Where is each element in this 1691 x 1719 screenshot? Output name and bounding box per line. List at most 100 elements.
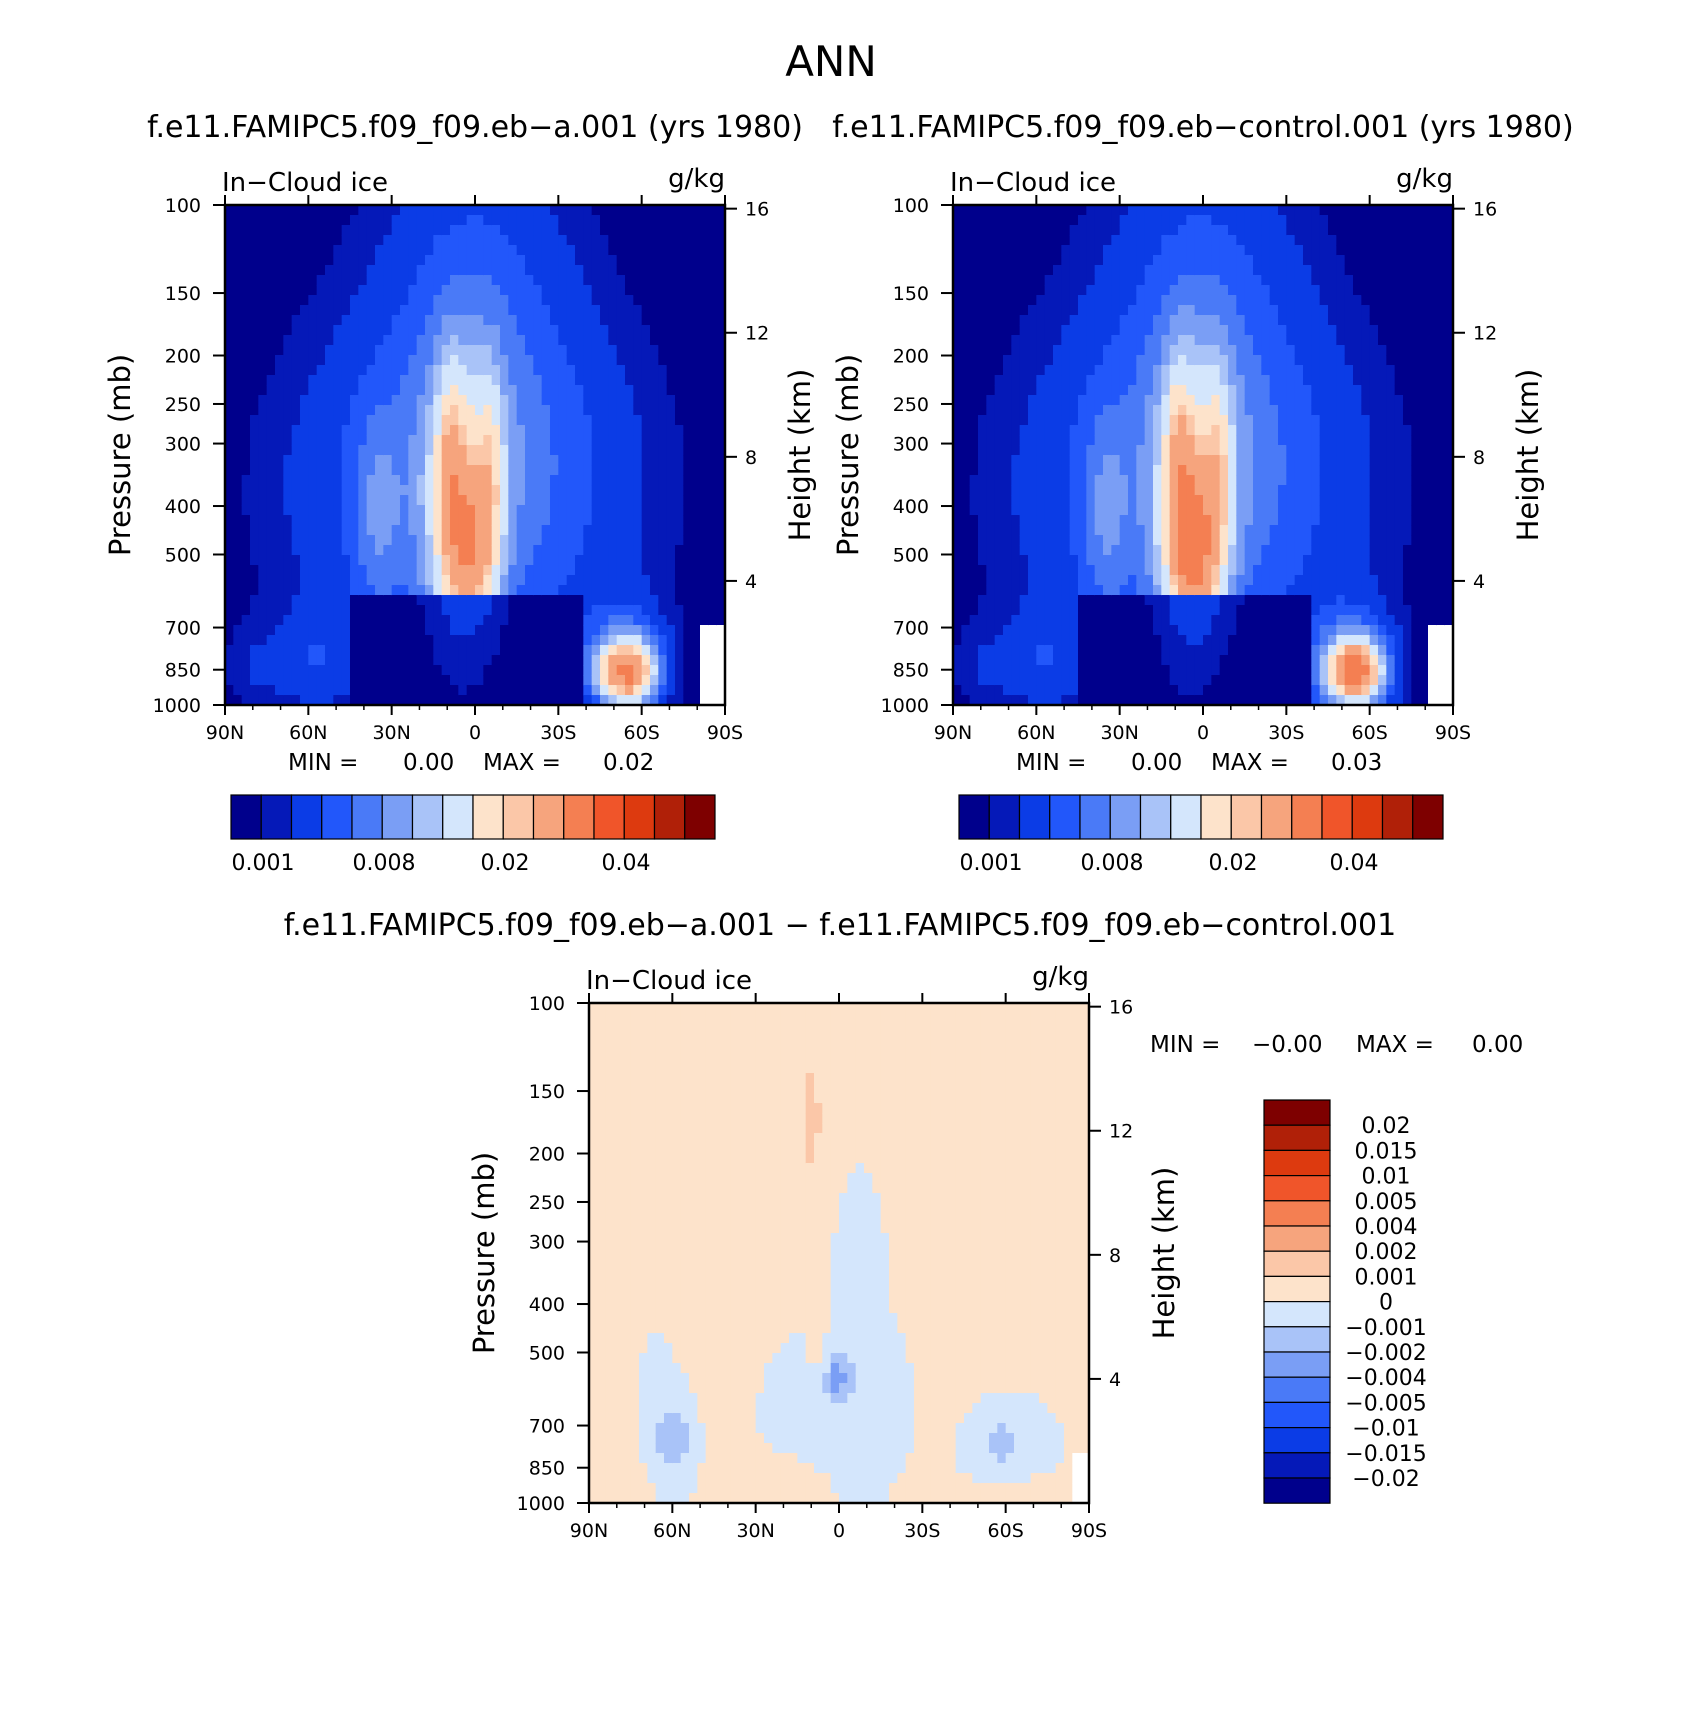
heatmap-cell <box>550 575 559 586</box>
heatmap-cell <box>566 345 576 356</box>
heatmap-cell <box>416 265 426 276</box>
heatmap-cell <box>591 665 601 676</box>
heatmap-cell <box>433 255 443 266</box>
heatmap-cell <box>1261 285 1271 296</box>
heatmap-cell <box>1061 425 1071 436</box>
heatmap-cell <box>408 285 418 296</box>
heatmap-cell <box>341 685 351 696</box>
heatmap-cell <box>266 405 276 416</box>
heatmap-cell <box>650 215 659 226</box>
heatmap-cell <box>500 695 509 706</box>
heatmap-cell <box>325 305 334 316</box>
heatmap-cell <box>441 695 451 706</box>
heatmap-cell <box>558 285 568 296</box>
heatmap-cell <box>225 205 234 216</box>
heatmap-cell <box>416 465 426 476</box>
heatmap-cell <box>1161 335 1171 346</box>
heatmap-cell <box>266 275 276 286</box>
heatmap-cell <box>1244 455 1254 466</box>
heatmap-cell <box>441 235 451 246</box>
heatmap-cell <box>708 255 718 266</box>
heatmap-cell <box>558 415 568 426</box>
heatmap-cell <box>1161 515 1171 526</box>
heatmap-cell <box>241 515 251 526</box>
heatmap-cell <box>1011 525 1021 536</box>
heatmap-cell <box>994 645 1004 656</box>
heatmap-cell <box>633 335 643 346</box>
heatmap-cell <box>1128 285 1137 296</box>
heatmap-cell <box>1261 325 1271 336</box>
heatmap-cell <box>1119 625 1129 636</box>
heatmap-cell <box>500 685 509 696</box>
heatmap-cell <box>1244 375 1254 386</box>
heatmap-cell <box>441 375 451 386</box>
heatmap-cell <box>1211 495 1221 506</box>
heatmap-cell <box>516 325 526 336</box>
heatmap-cell <box>675 635 684 646</box>
heatmap-cell <box>1136 235 1146 246</box>
heatmap-cell <box>316 325 326 336</box>
heatmap-cell <box>1136 595 1146 606</box>
heatmap-cell <box>683 465 693 476</box>
heatmap-cell <box>375 315 384 326</box>
heatmap-cell <box>1253 625 1262 636</box>
heatmap-cell <box>591 205 601 216</box>
heatmap-cell <box>325 205 334 216</box>
heatmap-cell <box>1211 685 1221 696</box>
heatmap-cell <box>250 505 259 516</box>
heatmap-cell <box>608 455 618 466</box>
heatmap-cell <box>1061 415 1071 426</box>
heatmap-cell <box>508 255 518 266</box>
heatmap-cell <box>1003 635 1012 646</box>
heatmap-cell <box>961 495 971 506</box>
heatmap-cell <box>258 325 268 336</box>
heatmap-cell <box>1186 555 1196 566</box>
heatmap-cell <box>1128 425 1137 436</box>
heatmap-cell <box>1111 485 1121 496</box>
heatmap-cell <box>1028 275 1037 286</box>
heatmap-cell <box>616 285 626 296</box>
heatmap-cell <box>1061 275 1071 286</box>
heatmap-cell <box>483 485 493 496</box>
heatmap-cell <box>666 355 676 366</box>
heatmap-cell <box>350 355 359 366</box>
x-tick-label: 90N <box>206 722 244 744</box>
heatmap-cell <box>1178 525 1187 536</box>
heatmap-cell <box>708 515 718 526</box>
heatmap-cell <box>1136 425 1146 436</box>
units-label: g/kg <box>1396 164 1453 194</box>
heatmap-cell <box>683 655 693 666</box>
heatmap-cell <box>400 575 409 586</box>
heatmap-cell <box>994 605 1004 616</box>
heatmap-cell <box>1211 585 1221 596</box>
heatmap-cell <box>575 645 584 656</box>
heatmap-cell <box>241 425 251 436</box>
heatmap-cell <box>1136 465 1146 476</box>
heatmap-cell <box>450 525 459 536</box>
heatmap-cell <box>625 205 634 216</box>
heatmap-cell <box>416 415 426 426</box>
heatmap-cell <box>708 675 718 686</box>
heatmap-cell <box>1194 665 1204 676</box>
heatmap-cell <box>1128 525 1137 536</box>
heatmap-cell <box>1203 605 1212 616</box>
heatmap-cell <box>366 315 376 326</box>
heatmap-cell <box>508 495 518 506</box>
heatmap-cell <box>383 385 393 396</box>
heatmap-cell <box>1019 425 1029 436</box>
heatmap-cell <box>408 685 418 696</box>
heatmap-cell <box>994 275 1004 286</box>
heatmap-cell <box>1061 355 1071 366</box>
heatmap-cell <box>425 575 434 586</box>
heatmap-cell <box>1078 555 1087 566</box>
heatmap-cell <box>325 545 334 556</box>
heatmap-cell <box>1044 475 1054 486</box>
heatmap-cell <box>475 685 484 696</box>
heatmap-cell <box>316 475 326 486</box>
heatmap-cell <box>491 335 501 346</box>
heatmap-cell <box>333 305 343 316</box>
heatmap-cell <box>1203 335 1212 346</box>
heatmap-cell <box>233 385 243 396</box>
heatmap-cell <box>1178 575 1187 586</box>
heatmap-cell <box>691 455 701 466</box>
